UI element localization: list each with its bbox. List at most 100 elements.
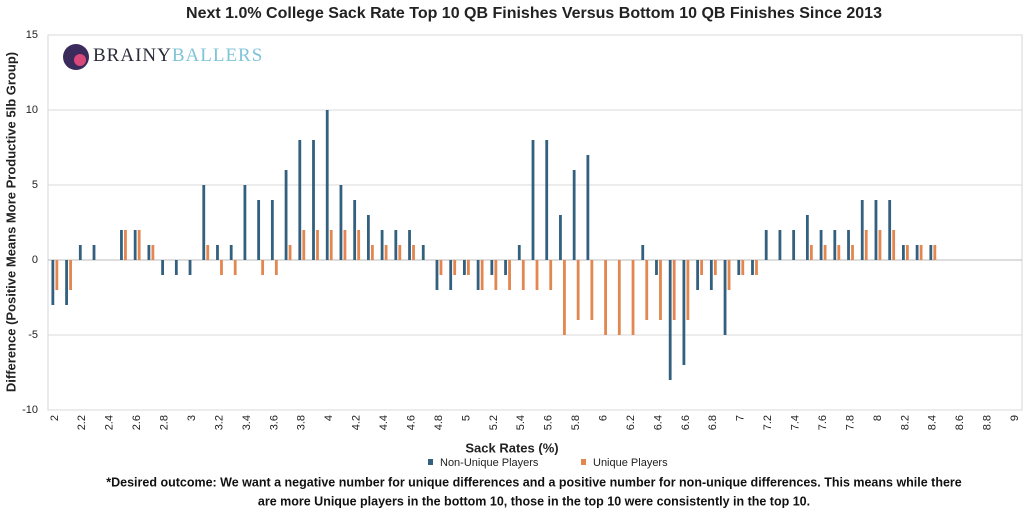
x-tick-label: 8.6 (954, 415, 966, 430)
bar (586, 155, 590, 260)
bar (874, 200, 878, 260)
bar (531, 140, 535, 260)
bar (353, 200, 357, 260)
logo-icon (74, 54, 86, 66)
bar (864, 230, 868, 260)
x-tick-label: 9 (1009, 415, 1021, 421)
bar (412, 245, 415, 260)
bar (929, 245, 933, 260)
bar (737, 260, 741, 275)
bar (563, 260, 566, 335)
bar (421, 245, 425, 260)
x-tick-label: 3.2 (213, 415, 225, 430)
bar (151, 245, 155, 260)
bar (92, 245, 96, 260)
bar (147, 245, 151, 260)
bar (494, 260, 498, 290)
bar (549, 260, 553, 290)
legend-label: Unique Players (593, 457, 668, 469)
x-tick-label: 2.8 (159, 415, 171, 430)
x-tick-label: 5.8 (570, 415, 582, 430)
bar (655, 260, 658, 275)
bar (805, 215, 809, 260)
bar (919, 245, 923, 260)
bar (915, 245, 919, 260)
x-tick-label: 5.4 (515, 415, 527, 430)
bar (933, 245, 937, 260)
x-tick-label: 4 (323, 415, 335, 421)
y-axis-title: Difference (Positive Means More Producti… (3, 52, 18, 392)
bar (696, 260, 700, 290)
bar (645, 260, 649, 320)
bar (888, 200, 892, 260)
x-tick-label: 7.8 (844, 415, 856, 430)
x-tick-label: 7 (735, 415, 747, 421)
bar (517, 245, 521, 260)
bar (312, 140, 315, 260)
x-tick-label: 8.8 (982, 415, 994, 430)
bar (270, 200, 274, 260)
bar (174, 260, 178, 275)
bar (778, 230, 782, 260)
x-tick-label: 6.6 (680, 415, 692, 430)
bar (604, 260, 607, 335)
bar (366, 215, 370, 260)
bar (161, 260, 165, 275)
bar (535, 260, 539, 290)
bar (723, 260, 727, 335)
bar (233, 260, 237, 275)
bar (55, 260, 59, 290)
y-tick-label: -5 (28, 329, 38, 341)
chart-title: Next 1.0% College Sack Rate Top 10 QB Fi… (186, 5, 882, 22)
bar (700, 260, 704, 275)
bar (220, 260, 223, 275)
bar (860, 200, 864, 260)
x-tick-label: 4.8 (433, 415, 445, 430)
bar (631, 260, 635, 335)
bar (274, 260, 278, 275)
bar (741, 260, 745, 275)
x-tick-label: 2 (49, 415, 61, 421)
bar (243, 185, 247, 260)
bar (343, 230, 347, 260)
bar (480, 260, 484, 290)
x-tick-label: 3 (186, 415, 198, 421)
y-tick-label: 0 (32, 254, 38, 266)
bar (545, 140, 549, 260)
x-axis-title: Sack Rates (%) (465, 440, 558, 455)
footnote: are more Unique players in the bottom 10… (258, 494, 810, 508)
bar (668, 260, 672, 380)
footnote: *Desired outcome: We want a negative num… (106, 475, 962, 489)
x-tick-label: 7.2 (762, 415, 774, 430)
bar (408, 230, 411, 260)
x-tick-label: 6.2 (625, 415, 637, 430)
x-tick-label: 6.4 (652, 415, 664, 430)
bar (809, 245, 813, 260)
bar (686, 260, 690, 320)
bar (398, 245, 402, 260)
bar (316, 230, 319, 260)
x-tick-label: 2.2 (76, 415, 88, 430)
y-tick-label: -10 (22, 404, 38, 416)
bar (521, 260, 525, 290)
x-tick-label: 3.8 (296, 415, 308, 430)
bar (617, 260, 621, 335)
bar (216, 245, 219, 260)
bar (727, 260, 731, 290)
x-tick-label: 7.6 (817, 415, 829, 430)
bar (69, 260, 72, 290)
bar (188, 260, 192, 275)
logo-text: BALLERS (172, 45, 263, 66)
legend-swatch (428, 459, 433, 465)
bar (453, 260, 457, 275)
x-tick-label: 3.6 (268, 415, 280, 430)
bar (202, 185, 206, 260)
bar (467, 260, 470, 275)
bar (339, 185, 343, 260)
bar (508, 260, 511, 290)
x-tick-label: 2.4 (104, 415, 116, 430)
legend-label: Non-Unique Players (440, 457, 539, 469)
x-tick-label: 6.8 (707, 415, 719, 430)
bar (329, 230, 333, 260)
bar (659, 260, 662, 320)
